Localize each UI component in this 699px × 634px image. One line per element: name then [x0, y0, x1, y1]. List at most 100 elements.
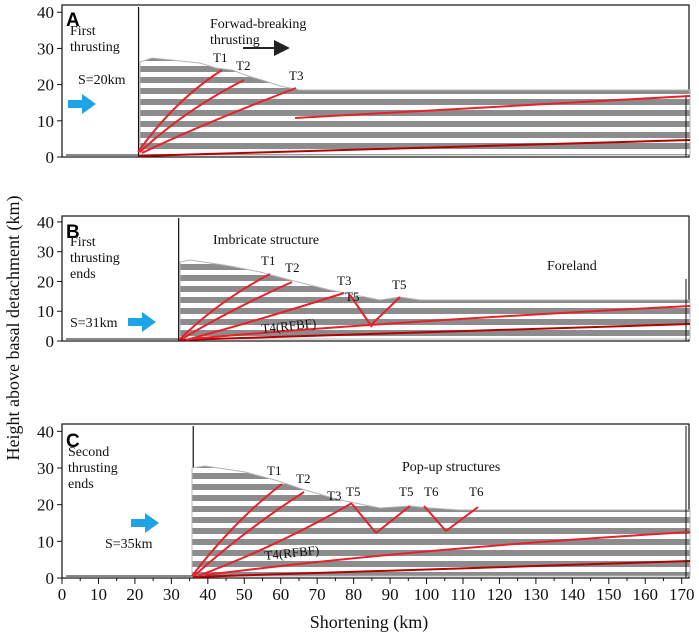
y-tick-label: 20 [37, 76, 54, 95]
fault-t5 [369, 296, 401, 327]
fault-label: T5 [345, 289, 359, 304]
y-tick-label: 30 [37, 459, 54, 478]
x-tick-label: 150 [596, 585, 622, 604]
y-axis-title: Height above basal detachment (km) [3, 196, 24, 461]
panel-frame [61, 4, 690, 158]
sand-wedge [139, 57, 691, 156]
x-tick-label: 170 [669, 585, 695, 604]
panel-c: 0 10 20 30 40 T1 T2 T3 T5 T5 T6 T6 CSecondthrustinge… [37, 422, 691, 588]
y-tick-label: 10 [37, 302, 54, 321]
x-tick-label: 0 [58, 585, 67, 604]
shortening-label: S=31km [70, 316, 118, 331]
x-tick-label: 30 [163, 585, 180, 604]
x-tick-label: 80 [345, 585, 362, 604]
detachment-fault [294, 95, 691, 119]
fault-label: T3 [327, 488, 341, 503]
fault-label: T5 [392, 277, 406, 292]
x-tick-label: 110 [451, 585, 476, 604]
fault-t3 [185, 292, 345, 341]
stage-label: ends [68, 477, 94, 492]
y-tick-label: 10 [37, 112, 54, 131]
fault-label: T2 [296, 471, 310, 486]
fault-t5 [375, 505, 411, 534]
push-arrow-icon [128, 312, 156, 332]
shortening-label: S=35km [105, 537, 153, 552]
stage-label: thrusting [70, 40, 120, 55]
headline: Imbricate structure [213, 233, 319, 248]
foreland-label: Foreland [547, 259, 597, 274]
detachment-fault [189, 305, 691, 340]
stage-label: Second [68, 445, 109, 460]
fault-label: T3 [289, 68, 303, 83]
fault-t6 [423, 505, 447, 532]
fault-t2 [193, 491, 305, 577]
fault-label: T2 [236, 58, 250, 73]
y-tick-label: 0 [46, 148, 55, 167]
fault-t3 [197, 502, 353, 577]
fault-t2 [181, 281, 293, 340]
fault-t5 [351, 503, 377, 534]
fault-t5 [349, 294, 373, 328]
panel-a: 010203040T1T2T3AFirstthrustingS=20kmForw… [37, 3, 691, 167]
panel-letter: C [66, 431, 80, 452]
detachment-fault [204, 531, 691, 576]
x-tick-label: 10 [90, 585, 107, 604]
panel-letter: B [66, 222, 80, 243]
fault-t1 [137, 69, 223, 153]
fault-label: T1 [261, 253, 275, 268]
x-tick-label: 140 [560, 585, 586, 604]
x-axis-title: Shortening (km) [310, 612, 429, 633]
y-tick-label: 10 [37, 532, 54, 551]
shortening-label: S=20km [78, 73, 126, 88]
stage-label: First [70, 235, 96, 250]
fault-t6 [445, 506, 479, 532]
panel-frame [61, 215, 690, 342]
push-arrow-icon [131, 513, 159, 533]
basal-detachment [193, 560, 691, 578]
rfbf-label: T4(RFBF) [261, 315, 317, 336]
sand-wedge [191, 465, 691, 577]
fault-label: T6 [469, 484, 484, 499]
y-tick-label: 30 [37, 39, 54, 58]
basal-detachment [178, 323, 691, 341]
headline: thrusting [210, 33, 260, 48]
rfbf-label: T4(RFBF) [264, 542, 320, 563]
fault-t1 [191, 483, 283, 577]
x-tick-label: 120 [487, 585, 513, 604]
fault-t3 [141, 87, 297, 154]
panels: 010203040T1T2T3AFirstthrustingS=20kmForw… [37, 3, 691, 588]
fault-label: T1 [213, 50, 227, 65]
y-tick-label: 0 [46, 332, 55, 351]
x-tick-label: 130 [523, 585, 549, 604]
push-arrow-icon [68, 94, 96, 114]
stage-label: First [70, 24, 96, 39]
y-tick-label: 40 [37, 213, 54, 232]
y-tick-label: 40 [37, 422, 54, 441]
fault-label: T2 [285, 260, 299, 275]
panel-letter: A [66, 10, 80, 31]
y-tick-label: 20 [37, 272, 54, 291]
x-tick-label: 50 [236, 585, 253, 604]
y-tick-label: 30 [37, 243, 54, 262]
headline: Forwad-breaking [210, 17, 306, 32]
fault-label: T6 [424, 484, 439, 499]
x-tick-label: 20 [126, 585, 143, 604]
fault-t2 [139, 79, 245, 153]
y-tick-label: 0 [46, 569, 55, 588]
x-tick-label: 90 [382, 585, 399, 604]
basal-detachment [138, 139, 691, 157]
fault-label: T3 [337, 273, 351, 288]
headline: Pop-up structures [402, 460, 500, 475]
x-axis: 0 10 20 30 40 50 60 70 80 90 100 110 120 130 140 150 160… [58, 578, 695, 604]
stage-label: thrusting [70, 251, 120, 266]
x-tick-label: 160 [633, 585, 659, 604]
x-tick-label: 70 [309, 585, 326, 604]
stage-label: ends [70, 267, 96, 282]
x-tick-label: 60 [272, 585, 289, 604]
x-tick-label: 100 [414, 585, 440, 604]
stage-label: thrusting [68, 461, 118, 476]
panel-frame [61, 423, 690, 579]
x-tick-label: 40 [199, 585, 216, 604]
